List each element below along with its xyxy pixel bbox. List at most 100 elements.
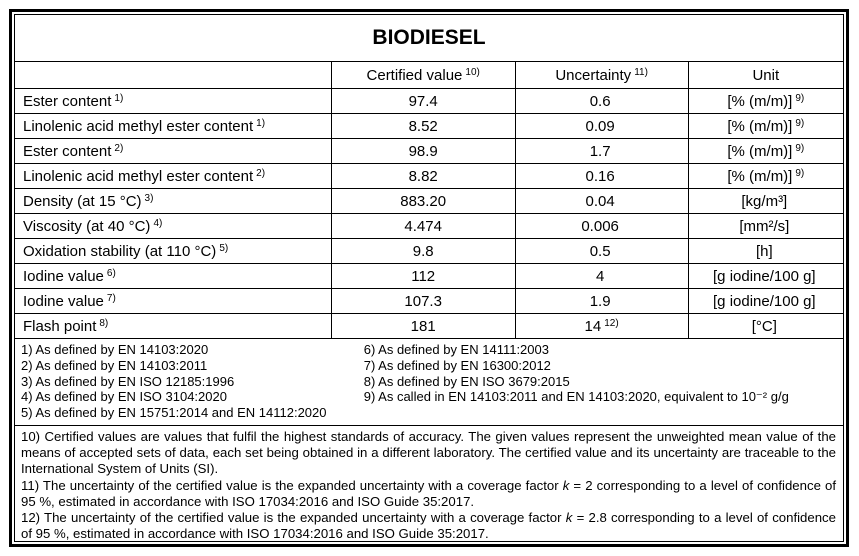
certified-values-table: Certified value 10) Uncertainty 11) Unit E… — [14, 61, 844, 339]
column-header-property — [14, 61, 332, 89]
property-cell: Linolenic acid methyl ester content 1) — [14, 113, 332, 139]
unit-cell: [% (m/m)] 9) — [687, 88, 844, 114]
uncertainty-value: 14 — [584, 317, 602, 335]
unit-cell: [°C] — [687, 313, 844, 339]
uncertainty-cell: 0.6 — [514, 88, 689, 114]
footnotes-column-right: 6) As defined by EN 14111:2003 7) As def… — [364, 342, 837, 421]
certified-value-cell: 8.52 — [330, 113, 516, 139]
property-label: Density (at 15 °C) — [23, 192, 142, 210]
unit-cell: [mm²/s] — [687, 213, 844, 239]
unit-label: [h] — [755, 242, 773, 260]
property-cell: Viscosity (at 40 °C) 4) — [14, 213, 332, 239]
footnote: 1) As defined by EN 14103:2020 — [21, 342, 209, 357]
header-row: Certified value 10) Uncertainty 11) Unit — [14, 61, 844, 89]
unit-label: [g iodine/100 g] — [713, 267, 816, 285]
uncertainty-cell: 0.16 — [514, 163, 689, 189]
uncertainty-value: 1.9 — [589, 292, 611, 310]
property-label: Linolenic acid methyl ester content — [23, 117, 254, 135]
column-header-uncertainty: Uncertainty 11) — [514, 61, 689, 89]
certified-value-cell: 8.82 — [330, 163, 516, 189]
footnote: 9) As called in EN 14103:2011 and EN 141… — [363, 389, 789, 405]
property-label: Iodine value — [23, 267, 104, 285]
uncertainty-cell: 14 12) — [514, 313, 689, 339]
footnote: 4) As defined by EN ISO 3104:2020 — [21, 389, 227, 405]
coverage-factor-k: k — [565, 510, 573, 525]
property-cell: Iodine value 6) — [14, 263, 332, 289]
unit-cell: [% (m/m)] 9) — [687, 163, 844, 189]
unit-cell: [h] — [687, 238, 844, 264]
table-row: Ester content 2) 98.9 1.7 [% (m/m)] 9) — [14, 138, 844, 164]
uncertainty-cell: 1.9 — [514, 288, 689, 314]
table-row: Ester content 1) 97.4 0.6 [% (m/m)] 9) — [14, 88, 844, 114]
footnote-ref: 12) — [604, 317, 619, 329]
uncertainty-value: 0.16 — [585, 167, 615, 185]
footnotes-section: 1) As defined by EN 14103:2020 2) As def… — [15, 338, 843, 425]
footnote: 8) As defined by EN ISO 3679:2015 — [363, 373, 570, 389]
unit-cell: [% (m/m)] 9) — [687, 138, 844, 164]
footnote-ref: 1) — [114, 92, 124, 104]
table-row: Oxidation stability (at 110 °C) 5) 9.8 0.… — [14, 238, 844, 264]
coverage-factor-k: k — [562, 477, 570, 493]
table-row: Linolenic acid methyl ester content 2) 8.… — [14, 163, 844, 189]
uncertainty-value: 0.6 — [589, 92, 611, 110]
footnote: 2) As defined by EN 14103:2011 — [21, 357, 208, 373]
note-10: 10) Certified values are values that ful… — [21, 428, 836, 477]
table-row: Linolenic acid methyl ester content 1) 8.… — [14, 113, 844, 139]
footnote: 6) As defined by EN 14111:2003 — [363, 342, 549, 357]
footnote: 7) As defined by EN 16300:2012 — [363, 357, 551, 373]
property-label: Ester content — [23, 142, 112, 160]
unit-label: [% (m/m)] — [727, 167, 793, 185]
unit-cell: [g iodine/100 g] — [687, 288, 844, 314]
note-text: 12) The uncertainty of the certified val… — [21, 510, 566, 525]
column-header-certified-value: Certified value 10) — [330, 61, 516, 89]
unit-label: [% (m/m)] — [727, 92, 793, 110]
property-cell: Iodine value 7) — [14, 288, 332, 314]
column-header-unit: Unit — [687, 61, 844, 89]
unit-label: [% (m/m)] — [727, 117, 793, 135]
uncertainty-value: 0.006 — [581, 217, 619, 235]
property-cell: Oxidation stability (at 110 °C) 5) — [14, 238, 332, 264]
note-11: 11) The uncertainty of the certified val… — [21, 478, 836, 510]
unit-label: [kg/m³] — [741, 192, 788, 210]
property-label: Iodine value — [23, 292, 104, 310]
uncertainty-cell: 0.006 — [514, 213, 689, 239]
footnote-ref: 9) — [795, 92, 805, 104]
note-12: 12) The uncertainty of the certified val… — [21, 510, 836, 542]
unit-cell: [kg/m³] — [687, 188, 844, 214]
page-title: BIODIESEL — [15, 15, 843, 62]
uncertainty-value: 0.04 — [585, 192, 615, 210]
uncertainty-value: 0.09 — [585, 117, 615, 135]
footnote: 5) As defined by EN 15751:2014 and EN 14… — [21, 405, 327, 421]
header-footnote-ref: 10) — [465, 66, 480, 78]
header-footnote-ref: 11) — [634, 66, 648, 78]
footnote: 3) As defined by EN ISO 12185:1996 — [21, 373, 235, 389]
uncertainty-cell: 4 — [514, 263, 689, 289]
note-text: = 2 corresponding to a level of confiden… — [21, 477, 836, 509]
uncertainty-cell: 0.09 — [514, 113, 689, 139]
footnote-ref: 9) — [795, 167, 805, 179]
footnote-ref: 2) — [114, 142, 124, 154]
certified-value-cell: 181 — [330, 313, 516, 339]
note-text: 11) The uncertainty of the certified val… — [21, 477, 563, 493]
footnote-ref: 9) — [795, 142, 805, 154]
property-cell: Ester content 1) — [14, 88, 332, 114]
footnote-ref: 7) — [106, 292, 116, 304]
uncertainty-value: 4 — [595, 267, 605, 285]
property-cell: Ester content 2) — [14, 138, 332, 164]
uncertainty-cell: 0.04 — [514, 188, 689, 214]
uncertainty-cell: 0.5 — [514, 238, 689, 264]
certified-value-cell: 112 — [330, 263, 516, 289]
uncertainty-value: 0.5 — [589, 242, 611, 260]
footnote-ref: 1) — [256, 117, 266, 129]
certified-value-cell: 98.9 — [330, 138, 516, 164]
unit-label: [% (m/m)] — [727, 142, 793, 160]
footnote-ref: 9) — [795, 117, 805, 129]
header-label: Uncertainty — [555, 66, 632, 84]
certified-value-cell: 883.20 — [330, 188, 516, 214]
footnote-ref: 2) — [256, 167, 266, 179]
table-row: Density (at 15 °C) 3) 883.20 0.04 [kg/m³] — [14, 188, 844, 214]
certified-value-cell: 4.474 — [330, 213, 516, 239]
footnote-ref: 3) — [144, 192, 154, 204]
certified-value-cell: 97.4 — [330, 88, 516, 114]
